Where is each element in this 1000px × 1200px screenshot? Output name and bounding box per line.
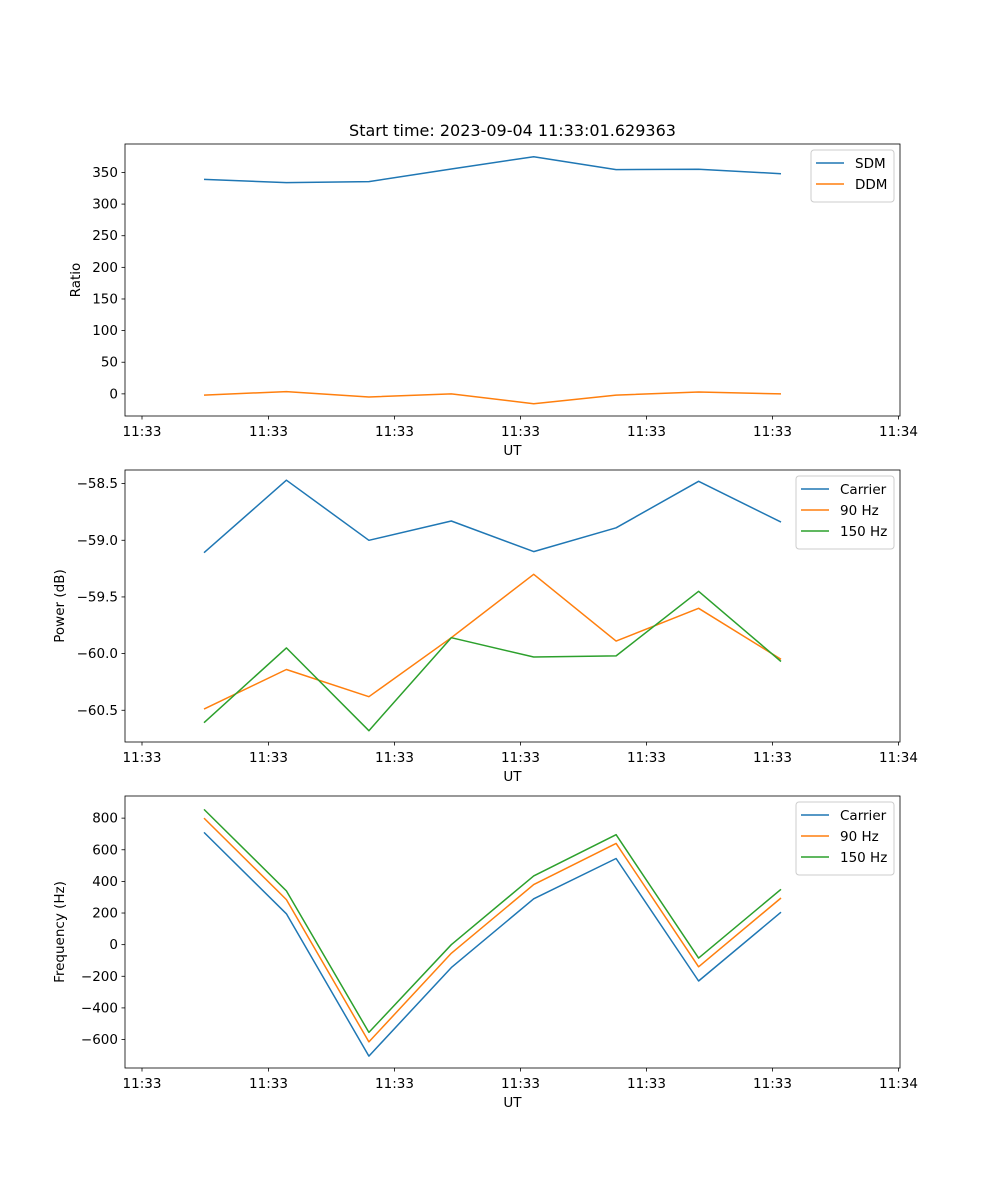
- series-line-ddm: [203, 390, 782, 405]
- y-tick-label: 400: [92, 874, 118, 890]
- y-tick-label: −600: [81, 1032, 118, 1048]
- panel-2: −60.5 −60.0 −59.5 −59.0 −58.5 11:33 11:33 11:33…: [52, 469, 918, 785]
- legend: Carrier 90 Hz 150 Hz: [795, 475, 895, 550]
- y-tick-label: −59.0: [77, 533, 118, 549]
- legend-label: 90 Hz: [840, 829, 879, 845]
- x-tick-label: 11:33: [627, 424, 666, 440]
- x-tick-label: 11:33: [249, 424, 288, 440]
- y-tick-label: −59.5: [77, 589, 118, 605]
- series-line-150-hz: [203, 590, 782, 732]
- series-line-90-hz: [203, 573, 782, 710]
- y-axis-label: Ratio: [68, 263, 84, 298]
- chart-title: Start time: 2023-09-04 11:33:01.629363: [349, 121, 676, 140]
- y-tick-label: −200: [81, 969, 118, 985]
- legend-label: Carrier: [840, 808, 887, 824]
- x-tick-label: 11:33: [123, 424, 162, 440]
- legend: SDM DDM: [810, 149, 895, 203]
- x-tick-label: 11:33: [375, 750, 414, 766]
- axes-frame: [124, 469, 901, 743]
- y-tick-label: 350: [92, 165, 118, 181]
- series-line-sdm: [203, 155, 782, 184]
- axes-frame: [124, 143, 901, 417]
- panel-1: 0 50 100 150 200 250 300 350 11:33 11:33 11:33 11:3…: [68, 143, 918, 459]
- y-tick-label: 0: [109, 386, 118, 402]
- x-tick-label: 11:33: [753, 1076, 792, 1092]
- x-tick-label: 11:34: [879, 1076, 918, 1092]
- x-tick-label: 11:33: [123, 1076, 162, 1092]
- legend: Carrier 90 Hz 150 Hz: [795, 801, 895, 876]
- y-tick-label: 200: [92, 260, 118, 276]
- legend-label: Carrier: [840, 482, 887, 498]
- y-tick-label: −60.5: [77, 703, 118, 719]
- y-tick-label: 100: [92, 323, 118, 339]
- x-axis-label: UT: [503, 769, 522, 785]
- y-tick-label: −58.5: [77, 476, 118, 492]
- series-line-90-hz: [203, 817, 782, 1043]
- x-tick-label: 11:34: [879, 750, 918, 766]
- x-tick-label: 11:33: [753, 750, 792, 766]
- x-tick-label: 11:33: [375, 424, 414, 440]
- x-tick-label: 11:33: [753, 424, 792, 440]
- axes-frame: [124, 795, 901, 1069]
- y-tick-label: −60.0: [77, 646, 118, 662]
- x-axis-label: UT: [503, 443, 522, 459]
- y-axis-label: Frequency (Hz): [52, 881, 68, 983]
- y-tick-label: 50: [101, 355, 118, 371]
- x-tick-label: 11:33: [375, 1076, 414, 1092]
- y-tick-label: 200: [92, 906, 118, 922]
- series-line-carrier: [203, 831, 782, 1057]
- y-tick-label: 150: [92, 291, 118, 307]
- y-tick-label: −400: [81, 1000, 118, 1016]
- y-tick-label: 800: [92, 811, 118, 827]
- x-tick-label: 11:33: [501, 1076, 540, 1092]
- y-tick-label: 300: [92, 197, 118, 213]
- legend-label: 90 Hz: [840, 503, 879, 519]
- series-line-carrier: [203, 479, 782, 554]
- x-tick-label: 11:33: [249, 1076, 288, 1092]
- x-tick-label: 11:33: [501, 424, 540, 440]
- panel-3: −600 −400 −200 0 200 400 600 800 11:33 11:33 11:33…: [52, 795, 918, 1111]
- series-line-150-hz: [203, 808, 782, 1034]
- x-tick-label: 11:33: [627, 1076, 666, 1092]
- x-tick-label: 11:33: [501, 750, 540, 766]
- y-tick-label: 0: [109, 937, 118, 953]
- x-tick-label: 11:33: [627, 750, 666, 766]
- y-tick-label: 600: [92, 842, 118, 858]
- y-axis-label: Power (dB): [52, 569, 68, 642]
- legend-label: 150 Hz: [840, 524, 887, 540]
- x-tick-label: 11:33: [249, 750, 288, 766]
- x-axis-label: UT: [503, 1095, 522, 1111]
- legend-label: SDM: [855, 156, 886, 172]
- x-tick-label: 11:34: [879, 424, 918, 440]
- y-tick-label: 250: [92, 228, 118, 244]
- x-tick-label: 11:33: [123, 750, 162, 766]
- legend-label: DDM: [855, 177, 887, 193]
- legend-label: 150 Hz: [840, 850, 887, 866]
